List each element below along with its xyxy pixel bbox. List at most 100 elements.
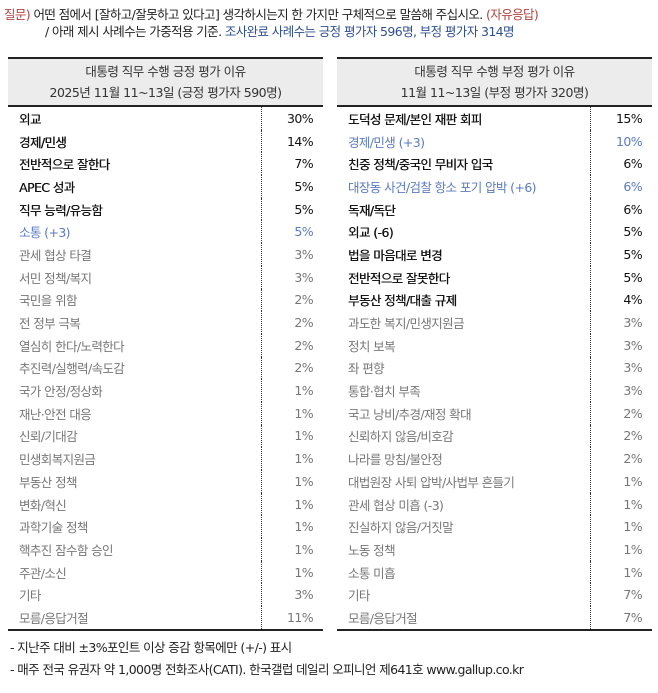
table-row: 외교 30% <box>8 107 323 130</box>
table-row: 열심히 한다/노력한다 2% <box>8 333 323 357</box>
reason-percentage: 4% <box>623 292 642 308</box>
reason-label: 기타 <box>337 583 591 607</box>
table-row: 경제/민생 14% <box>8 129 323 153</box>
reason-percentage: 2% <box>623 405 642 421</box>
reason-percentage: 5% <box>623 246 642 262</box>
reason-percentage: 5% <box>294 201 313 217</box>
reason-label: 정치 보복 <box>337 333 591 357</box>
reason-label: 기타 <box>8 583 262 607</box>
reason-percentage: 1% <box>294 383 313 399</box>
positive-reasons-table: 대통령 직무 수행 긍정 평가 이유 2025년 11월 11~13일 (긍정 … <box>8 57 323 631</box>
reason-label: 주관/소신 <box>8 560 262 584</box>
table-row: 부동산 정책/대출 규제 4% <box>337 288 652 312</box>
negative-reasons-table: 대통령 직무 수행 부정 평가 이유 11월 11~13일 (부정 평가자 32… <box>337 57 652 631</box>
reason-label: 친중 정책/중국인 무비자 입국 <box>337 152 591 176</box>
positive-table-body: 외교 30% 경제/민생 14% 전반적으로 잘한다 7% APEC 성과 5% 직무 능력/유… <box>8 107 323 629</box>
table-row: 경제/민생 (+3) 10% <box>337 129 652 153</box>
table-row: 국가 안정/정상화 1% <box>8 379 323 402</box>
reason-label: 관세 협상 미흡 (-3) <box>337 492 591 516</box>
reason-label: 전 정부 극복 <box>8 311 262 334</box>
reason-percentage: 7% <box>294 156 313 172</box>
table-row: 관세 협상 미흡 (-3) 1% <box>337 492 652 516</box>
sample-note-line: / 아래 제시 사례수는 가중적용 기준. 조사완료 사례수는 긍정 평가자 5… <box>0 23 658 40</box>
reason-label: 대법원장 사퇴 압박/사법부 흔들기 <box>337 470 591 493</box>
reason-label: 부동산 정책 <box>8 470 262 493</box>
reason-percentage: 6% <box>623 156 642 172</box>
table-row: 전반적으로 잘못한다 5% <box>337 265 652 289</box>
table-row: 노동 정책 1% <box>337 538 652 561</box>
reason-label: 통합·협치 부족 <box>337 379 591 402</box>
reason-percentage: 6% <box>623 178 642 194</box>
reason-label: 노동 정책 <box>337 538 591 561</box>
table-row: 기타 7% <box>337 583 652 607</box>
reason-label: 과학기술 정책 <box>8 515 262 539</box>
table-row: 민생회복지원금 1% <box>8 447 323 470</box>
open-response-label: (자유응답) <box>486 7 539 22</box>
reason-percentage: 1% <box>294 564 313 580</box>
reason-label: 과도한 복지/민생지원금 <box>337 311 591 334</box>
reason-percentage: 3% <box>623 383 642 399</box>
reason-percentage: 3% <box>294 269 313 285</box>
footnote-change-marker: - 지난주 대비 ±3%포인트 이상 증감 항목에만 (+/-) 표시 <box>10 640 292 655</box>
reason-label: 대장동 사건/검찰 항소 포기 압박 (+6) <box>337 175 591 198</box>
table-row: 직무 능력/유능함 5% <box>8 197 323 221</box>
reason-percentage: 3% <box>623 360 642 376</box>
positive-table-subtitle: 2025년 11월 11~13일 (긍정 평가자 590명) <box>49 85 282 100</box>
reason-label: 국민을 위함 <box>8 288 262 312</box>
reason-label: 핵추진 잠수함 승인 <box>8 538 262 561</box>
table-row: 모름/응답거절 7% <box>337 606 652 629</box>
reason-percentage: 3% <box>294 246 313 262</box>
footnote-methodology: - 매주 전국 유권자 약 1,000명 전화조사(CATI). 한국갤럽 데일… <box>10 662 524 677</box>
question-line: 질문) 어떤 점에서 [잘하고/잘못하고 있다고] 생각하시는지 한 가지만 구… <box>0 6 658 23</box>
reason-label: 진실하지 않음/거짓말 <box>337 515 591 539</box>
table-row: 외교 (-6) 5% <box>337 220 652 244</box>
reason-label: 열심히 한다/노력한다 <box>8 333 262 357</box>
reason-label: 관세 협상 타결 <box>8 243 262 266</box>
reason-percentage: 1% <box>294 519 313 535</box>
table-row: 주관/소신 1% <box>8 560 323 584</box>
reason-percentage: 5% <box>623 224 642 240</box>
reason-percentage: 1% <box>623 564 642 580</box>
table-bottom-rule <box>8 628 323 631</box>
table-row: 법을 마음대로 변경 5% <box>337 243 652 266</box>
reason-label: 모름/응답거절 <box>337 606 591 629</box>
reason-percentage: 3% <box>623 315 642 331</box>
reason-label: 직무 능력/유능함 <box>8 197 262 221</box>
table-row: 대장동 사건/검찰 항소 포기 압박 (+6) 6% <box>337 175 652 198</box>
reason-percentage: 1% <box>294 473 313 489</box>
reason-percentage: 1% <box>623 496 642 512</box>
reason-percentage: 2% <box>623 451 642 467</box>
negative-table-title: 대통령 직무 수행 부정 평가 이유 <box>414 64 575 79</box>
question-label: 질문) <box>4 7 31 22</box>
sample-size-note: 조사완료 사례수는 긍정 평가자 596명, 부정 평가자 314명 <box>224 24 515 39</box>
table-bottom-rule <box>337 628 652 631</box>
positive-table-title: 대통령 직무 수행 긍정 평가 이유 <box>85 64 246 79</box>
reason-label: 좌 편향 <box>337 356 591 380</box>
reason-percentage: 5% <box>623 269 642 285</box>
reason-label: 경제/민생 (+3) <box>337 129 591 153</box>
table-row: 모름/응답거절 11% <box>8 606 323 629</box>
reason-label: 신뢰하지 않음/비호감 <box>337 424 591 448</box>
reason-percentage: 5% <box>294 178 313 194</box>
negative-table-body: 도덕성 문제/본인 재판 회피 15% 경제/민생 (+3) 10% 친중 정책/중국인… <box>337 107 652 629</box>
reason-label: 민생회복지원금 <box>8 447 262 470</box>
table-row: 재난·안전 대응 1% <box>8 401 323 425</box>
positive-table-header: 대통령 직무 수행 긍정 평가 이유 2025년 11월 11~13일 (긍정 … <box>8 57 323 107</box>
reason-label: 외교 (-6) <box>337 220 591 244</box>
table-row: 관세 협상 타결 3% <box>8 243 323 266</box>
reason-label: 국가 안정/정상화 <box>8 379 262 402</box>
reason-percentage: 1% <box>294 541 313 557</box>
negative-table-subtitle: 11월 11~13일 (부정 평가자 320명) <box>400 85 589 100</box>
reason-percentage: 5% <box>294 224 313 240</box>
table-row: 친중 정책/중국인 무비자 입국 6% <box>337 152 652 176</box>
table-row: 핵추진 잠수함 승인 1% <box>8 538 323 561</box>
reason-percentage: 3% <box>623 337 642 353</box>
reason-percentage: 1% <box>294 451 313 467</box>
table-row: 서민 정책/복지 3% <box>8 265 323 289</box>
reason-percentage: 1% <box>294 428 313 444</box>
table-row: 대법원장 사퇴 압박/사법부 흔들기 1% <box>337 470 652 493</box>
negative-table-header: 대통령 직무 수행 부정 평가 이유 11월 11~13일 (부정 평가자 32… <box>337 57 652 107</box>
reason-percentage: 6% <box>623 201 642 217</box>
reason-label: 소통 (+3) <box>8 220 262 244</box>
reason-percentage: 1% <box>294 405 313 421</box>
